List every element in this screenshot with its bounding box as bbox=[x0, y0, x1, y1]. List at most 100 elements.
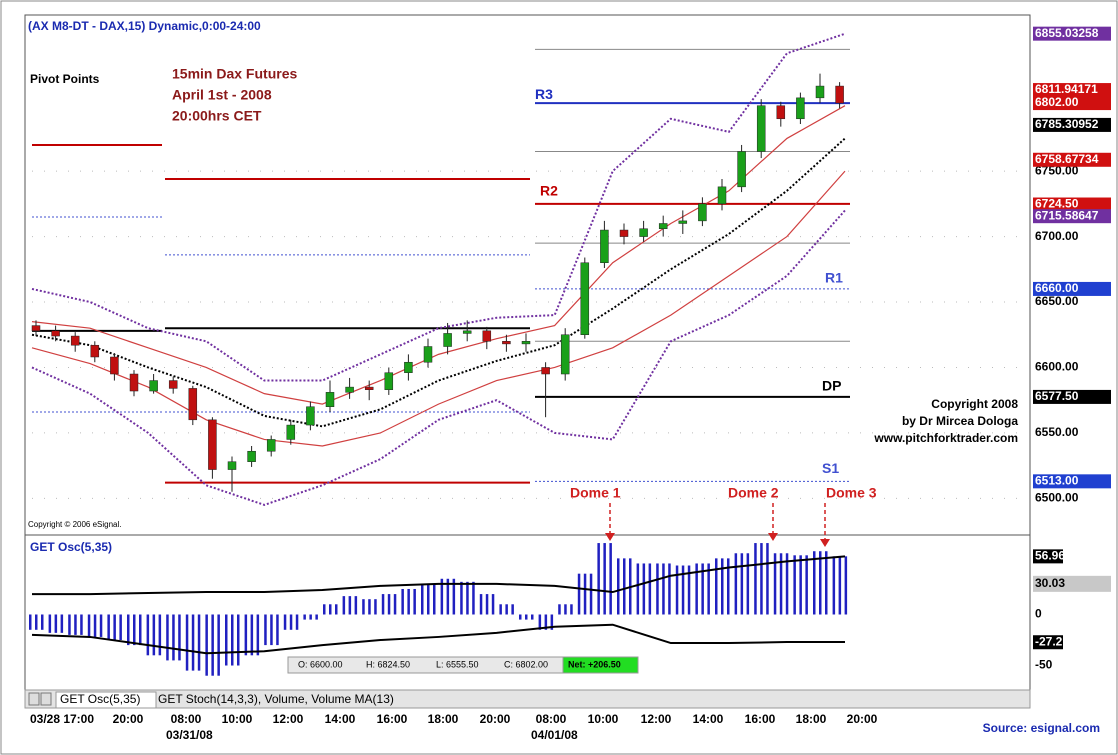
candle-body bbox=[796, 97, 805, 120]
pivot-label: S1 bbox=[822, 460, 839, 476]
osc-bar bbox=[538, 614, 542, 630]
osc-bar bbox=[231, 614, 234, 666]
osc-bar bbox=[819, 551, 822, 615]
candle-body bbox=[70, 335, 80, 346]
x-tick-label: 20:00 bbox=[847, 712, 878, 726]
osc-bar bbox=[466, 581, 469, 615]
osc-bar bbox=[250, 614, 254, 656]
osc-bar bbox=[99, 614, 103, 637]
osc-bar bbox=[446, 578, 450, 615]
osc-bar bbox=[146, 614, 150, 656]
osc-bar bbox=[440, 578, 444, 615]
y-tick-label: 6700.00 bbox=[1035, 229, 1079, 243]
osc-bar bbox=[348, 596, 352, 615]
osc-bar bbox=[558, 604, 561, 615]
osc-bar bbox=[329, 604, 332, 615]
osc-line bbox=[32, 555, 846, 596]
tab[interactable]: GET Stoch(14,3,3), Volume, Volume MA(13) bbox=[158, 692, 394, 706]
osc-bar bbox=[511, 604, 514, 615]
x-tick-label: 16:00 bbox=[745, 712, 776, 726]
osc-bar bbox=[48, 614, 52, 633]
tab-prev[interactable] bbox=[28, 692, 40, 706]
osc-bar bbox=[681, 565, 685, 615]
desc: 15min Dax Futures bbox=[172, 66, 297, 82]
osc-bar bbox=[158, 614, 162, 656]
candle-body bbox=[168, 380, 178, 389]
osc-bar bbox=[87, 614, 91, 637]
osc-bar bbox=[74, 614, 77, 635]
osc-bar bbox=[773, 553, 777, 615]
candle-body bbox=[776, 105, 786, 120]
osc-bar bbox=[734, 553, 738, 615]
osc-bar bbox=[531, 614, 534, 620]
y-tick-label: 6500.00 bbox=[1035, 491, 1079, 505]
candle-body bbox=[286, 424, 296, 440]
osc-bar bbox=[270, 614, 273, 646]
candle-body bbox=[208, 419, 217, 470]
osc-bar bbox=[133, 614, 136, 646]
osc-bar bbox=[668, 563, 671, 615]
osc-bar bbox=[60, 614, 64, 633]
copyright: by Dr Mircea Dologa bbox=[902, 414, 1018, 428]
source: Source: esignal.com bbox=[983, 721, 1100, 735]
osc-bar bbox=[701, 563, 704, 615]
osc-bar bbox=[354, 596, 358, 615]
x-date: 04/01/08 bbox=[531, 728, 578, 742]
osc-bar bbox=[68, 614, 71, 635]
price-label: 6785.30952 bbox=[1035, 117, 1099, 131]
quote-net: Net: +206.50 bbox=[568, 659, 621, 669]
osc-bar bbox=[211, 614, 214, 676]
osc-tick-label: 30.03 bbox=[1035, 576, 1065, 590]
candle-body bbox=[306, 406, 315, 426]
osc-bar bbox=[407, 588, 410, 615]
copyright: Copyright 2008 bbox=[931, 397, 1018, 411]
osc-bar bbox=[35, 614, 38, 630]
price-label-bg bbox=[1033, 389, 1111, 404]
candle-body bbox=[462, 330, 472, 334]
x-tick-label: 18:00 bbox=[428, 712, 459, 726]
osc-bar bbox=[256, 614, 260, 656]
osc-bar bbox=[805, 555, 808, 615]
osc-bar bbox=[813, 551, 816, 615]
price-label: 6855.03258 bbox=[1035, 26, 1099, 40]
candle-body bbox=[541, 367, 550, 375]
x-tick-label: 10:00 bbox=[588, 712, 619, 726]
candle-body bbox=[345, 386, 354, 393]
osc-bar bbox=[119, 614, 122, 640]
osc-bar bbox=[264, 614, 267, 646]
osc-bar bbox=[139, 614, 142, 646]
band-line bbox=[31, 209, 846, 506]
y-tick-label: 6550.00 bbox=[1035, 425, 1079, 439]
candle-body bbox=[227, 461, 237, 470]
osc-bar bbox=[185, 614, 189, 671]
osc-bar bbox=[636, 563, 640, 615]
osc-bar bbox=[623, 558, 626, 615]
candle-body bbox=[600, 229, 609, 264]
price-label-bg bbox=[1033, 26, 1111, 41]
osc-tick-label: -27.2 bbox=[1035, 634, 1063, 648]
osc-bar bbox=[401, 588, 404, 615]
osc-bar bbox=[479, 594, 483, 615]
candle-body bbox=[815, 85, 825, 99]
tab-active[interactable] bbox=[55, 691, 157, 709]
osc-bar bbox=[564, 604, 567, 615]
osc-bar bbox=[648, 563, 652, 615]
candle-body bbox=[110, 356, 119, 375]
candle-body bbox=[658, 223, 668, 229]
candle-body bbox=[482, 330, 492, 342]
osc-bar bbox=[687, 565, 691, 615]
price-label: 6811.94171 bbox=[1035, 82, 1098, 96]
copyright: www.pitchforktrader.com bbox=[873, 431, 1018, 445]
tab-next[interactable] bbox=[40, 692, 52, 706]
osc-bar bbox=[544, 614, 548, 630]
price-label: 6758.67734 bbox=[1035, 152, 1099, 166]
tab[interactable]: GET Osc(5,35) bbox=[60, 692, 140, 706]
candle-body bbox=[580, 262, 590, 335]
x-date: 03/31/08 bbox=[166, 728, 213, 742]
candle-body bbox=[384, 372, 394, 390]
candle-body bbox=[756, 105, 766, 152]
osc-bar bbox=[825, 551, 828, 615]
pivot-label: Pivot Points bbox=[30, 72, 100, 86]
osc-bar bbox=[93, 614, 97, 637]
osc-bar bbox=[570, 604, 573, 615]
